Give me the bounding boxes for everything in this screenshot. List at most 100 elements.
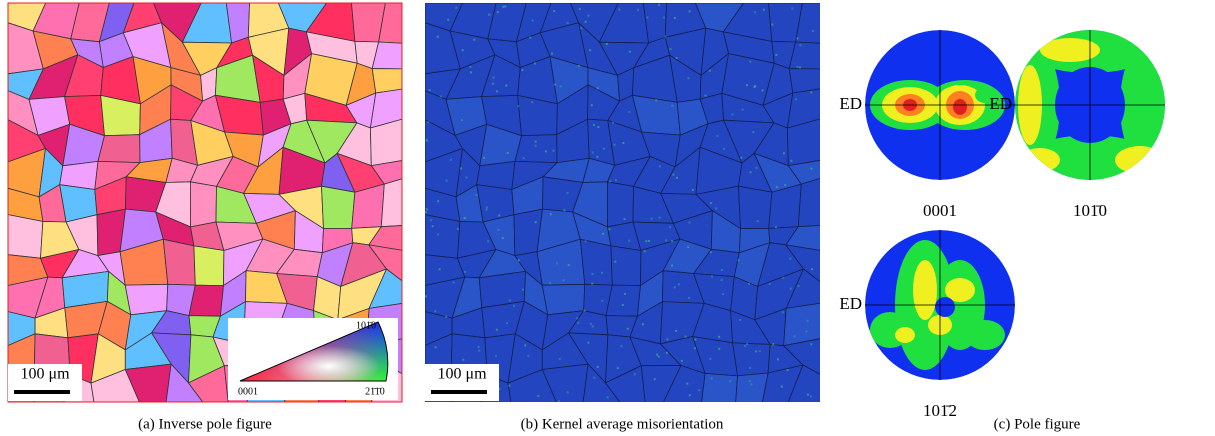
kam-speck [628,240,630,242]
pole-axis-label: ED [839,294,862,313]
kam-speck [439,268,441,270]
kam-speck [585,21,587,23]
kam-speck [716,135,718,137]
kam-speck [521,69,523,71]
scale-bar-label: 100 μm [437,366,487,383]
kam-speck [601,272,603,274]
kam-speck [473,39,475,41]
kam-speck [740,157,742,159]
scale-bar [14,390,70,394]
grain [798,177,825,227]
kam-speck [659,217,661,219]
kam-speck [577,322,579,324]
kam-speck [644,250,646,252]
kam-speck [629,51,631,53]
kam-speck [704,95,706,97]
kam-speck [791,8,793,10]
kam-speck [614,144,616,146]
kam-speck [430,219,432,221]
grain [607,182,633,227]
caption: (c) Pole figure [994,416,1081,432]
kam-speck [676,57,678,59]
kam-speck [739,319,741,321]
grain [542,284,585,315]
grain [606,285,641,316]
intensity-contour [1115,146,1165,174]
kam-speck [529,37,531,39]
kam-speck [807,320,809,322]
pole-figures: ED0001ED101̄0ED101̄2 [839,17,1170,420]
kam-speck [622,304,624,306]
kam-speck [560,85,562,87]
kam-speck [450,159,452,161]
kam-speck [460,167,462,169]
kam-speck [709,70,711,72]
pole-figure-label: 101̄0 [1073,201,1107,220]
kam-speck [550,213,552,215]
kam-speck [597,366,599,368]
kam-speck [671,105,673,107]
ipf-legend-left: 0001 [238,386,258,397]
kam-speck [496,90,498,92]
kam-speck [447,19,449,21]
kam-speck [576,317,578,319]
kam-speck [518,259,520,261]
kam-speck [798,285,800,287]
kam-speck [524,344,526,346]
kam-speck [537,395,539,397]
kam-speck [446,180,448,182]
kam-speck [591,104,593,106]
kam-speck [535,145,537,147]
kam-speck [618,9,620,11]
kam-speck [634,373,636,375]
kam-speck [687,77,689,79]
kam-speck [587,342,589,344]
kam-speck [757,220,759,222]
kam-speck [681,360,683,362]
grain [190,182,216,227]
pole-axis-label: ED [839,94,862,113]
kam-speck [646,16,648,18]
kam-speck [715,207,717,209]
kam-speck [754,86,756,88]
kam-speck [731,113,733,115]
kam-speck [464,271,466,273]
kam-speck [453,281,455,283]
kam-speck [749,367,751,369]
kam-speck [603,148,605,150]
kam-speck [559,358,561,360]
kam-speck [435,346,437,348]
kam-speck [580,27,582,29]
kam-speck [535,221,537,223]
kam-speck [483,157,485,159]
kam-speck [658,4,660,6]
kam-speck [744,345,746,347]
kam-speck [617,367,619,369]
kam-speck [507,152,509,154]
caption: (b) Kernel average misorientation [521,416,724,432]
kam-speck [675,330,677,332]
kam-speck [593,377,595,379]
kam-speck [772,343,774,345]
kam-speck [552,150,554,152]
kam-speck [686,383,688,385]
kam-speck [789,258,791,260]
kam-speck [692,189,694,191]
kam-speck [457,228,459,230]
kam-speck [567,22,569,24]
kam-speck [721,269,723,271]
intensity-contour [935,297,955,317]
intensity-contour [913,260,937,320]
kam-speck [755,167,757,169]
kam-speck [689,394,691,396]
kam-speck [746,84,748,86]
kam-speck [783,152,785,154]
intensity-contour [965,320,1005,350]
kam-speck [508,385,510,387]
kam-speck [608,228,610,230]
kam-speck [669,226,671,228]
grain [515,135,557,163]
kam-speck [674,17,676,19]
kam-speck [476,194,478,196]
kam-speck [535,141,537,143]
